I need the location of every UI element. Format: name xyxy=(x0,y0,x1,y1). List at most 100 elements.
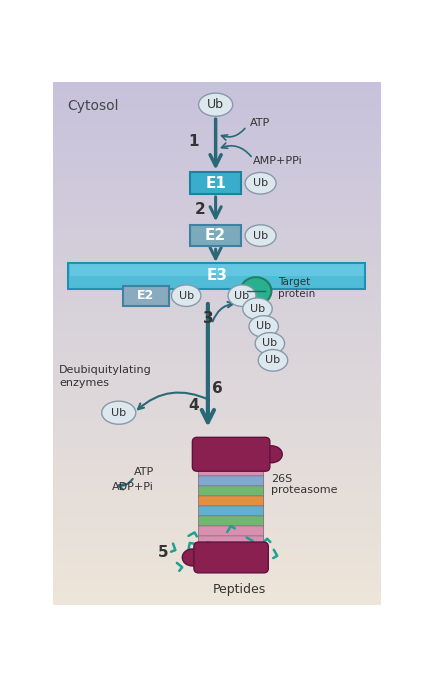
Text: Ub: Ub xyxy=(262,339,277,348)
Bar xyxy=(53,134,381,139)
Ellipse shape xyxy=(102,401,136,424)
Ellipse shape xyxy=(249,316,278,337)
Text: Target
protein: Target protein xyxy=(277,277,315,299)
Bar xyxy=(53,396,381,401)
Bar xyxy=(69,262,365,289)
Bar xyxy=(53,387,381,392)
Text: E1: E1 xyxy=(205,175,226,190)
Bar xyxy=(53,130,381,135)
Bar xyxy=(53,483,381,488)
Bar xyxy=(53,248,381,253)
Bar xyxy=(53,452,381,458)
Text: Ub: Ub xyxy=(253,231,268,241)
Ellipse shape xyxy=(198,93,233,116)
Bar xyxy=(53,361,381,367)
Text: Ub: Ub xyxy=(234,290,250,301)
Bar xyxy=(53,273,381,279)
Bar xyxy=(53,199,381,205)
Bar xyxy=(53,339,381,345)
FancyBboxPatch shape xyxy=(192,437,270,471)
Bar xyxy=(53,557,381,563)
Bar xyxy=(53,370,381,375)
Bar xyxy=(53,435,381,441)
Text: 26S
proteasome: 26S proteasome xyxy=(272,473,338,495)
Ellipse shape xyxy=(245,225,276,246)
Bar xyxy=(53,169,381,174)
Bar xyxy=(53,383,381,388)
Text: AMP+PPi: AMP+PPi xyxy=(253,156,302,166)
FancyBboxPatch shape xyxy=(198,526,264,537)
Bar xyxy=(53,313,381,318)
Bar xyxy=(53,500,381,506)
Bar xyxy=(53,405,381,410)
Text: E2: E2 xyxy=(137,289,154,302)
Text: Ub: Ub xyxy=(111,408,126,418)
FancyBboxPatch shape xyxy=(198,466,264,477)
Bar xyxy=(53,439,381,445)
Bar xyxy=(53,230,381,235)
Bar xyxy=(53,409,381,414)
Ellipse shape xyxy=(228,285,256,307)
Bar xyxy=(53,173,381,179)
Bar xyxy=(53,278,381,284)
Bar xyxy=(53,300,381,305)
Bar xyxy=(53,365,381,371)
Bar xyxy=(53,291,381,296)
Bar xyxy=(53,413,381,419)
Bar xyxy=(53,343,381,349)
Bar xyxy=(53,513,381,519)
Bar xyxy=(53,212,381,218)
Bar xyxy=(53,243,381,249)
Bar xyxy=(53,352,381,358)
Bar xyxy=(53,204,381,209)
Ellipse shape xyxy=(182,549,203,566)
Ellipse shape xyxy=(255,333,285,354)
Text: 1: 1 xyxy=(189,134,199,149)
Bar xyxy=(53,479,381,484)
Bar xyxy=(53,448,381,454)
Text: E3: E3 xyxy=(206,268,227,283)
Bar xyxy=(53,82,381,87)
Text: Ub: Ub xyxy=(207,98,224,112)
Text: 6: 6 xyxy=(212,381,222,396)
Bar xyxy=(53,562,381,567)
Bar xyxy=(53,426,381,432)
Bar xyxy=(53,326,381,331)
Bar xyxy=(53,309,381,314)
Bar xyxy=(53,335,381,340)
Bar xyxy=(53,466,381,471)
Bar xyxy=(53,265,381,271)
Bar xyxy=(53,235,381,240)
Bar xyxy=(53,160,381,166)
Bar xyxy=(53,571,381,576)
Bar xyxy=(53,287,381,292)
Bar xyxy=(53,256,381,262)
Text: Ub: Ub xyxy=(179,290,194,301)
Bar xyxy=(53,208,381,214)
Bar xyxy=(53,601,381,607)
Bar xyxy=(53,90,381,96)
Ellipse shape xyxy=(171,285,201,307)
Bar xyxy=(53,121,381,126)
Bar xyxy=(53,378,381,384)
FancyBboxPatch shape xyxy=(198,496,264,507)
Text: Cytosol: Cytosol xyxy=(67,99,118,113)
Bar xyxy=(53,430,381,436)
Text: 2: 2 xyxy=(195,201,206,216)
Bar xyxy=(53,596,381,602)
Text: ADP+Pi: ADP+Pi xyxy=(112,482,154,492)
Bar xyxy=(53,182,381,188)
Bar xyxy=(53,116,381,122)
Bar xyxy=(53,579,381,585)
Bar xyxy=(53,295,381,301)
Bar xyxy=(53,221,381,226)
Bar xyxy=(53,518,381,524)
Bar xyxy=(53,540,381,545)
FancyBboxPatch shape xyxy=(198,516,264,527)
Bar xyxy=(53,239,381,244)
Ellipse shape xyxy=(258,350,288,371)
Bar xyxy=(53,418,381,423)
Bar xyxy=(53,549,381,554)
Bar xyxy=(190,225,241,246)
Bar xyxy=(53,138,381,144)
